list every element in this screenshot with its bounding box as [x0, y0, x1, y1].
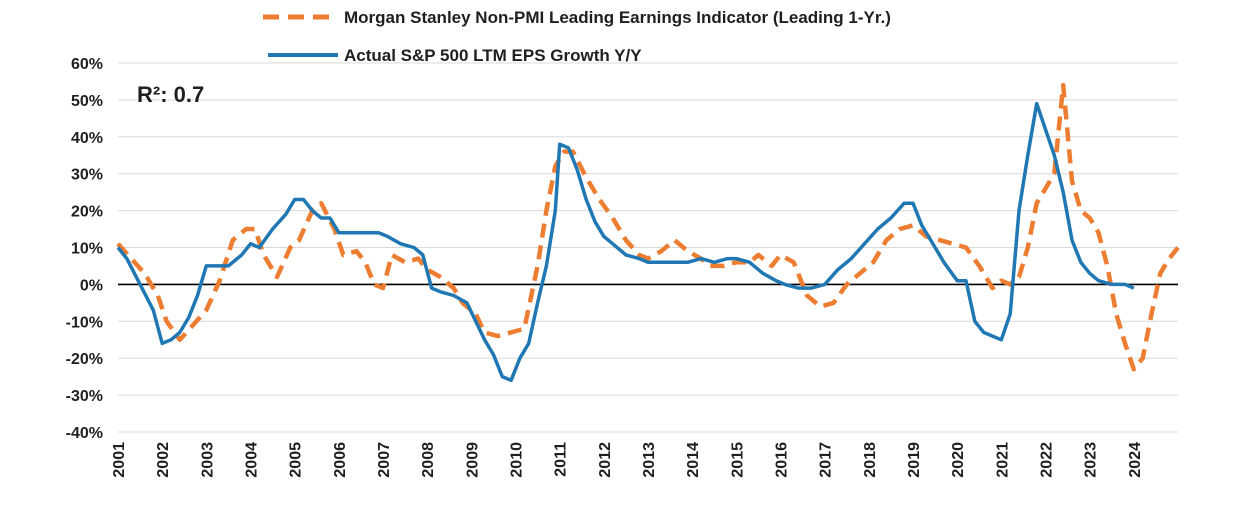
x-tick-label: 2002	[155, 442, 172, 478]
y-tick-label: 20%	[71, 204, 103, 221]
x-tick-label: 2013	[641, 442, 658, 478]
x-tick-label: 2015	[729, 442, 746, 478]
x-tick-label: 2021	[994, 442, 1011, 478]
y-tick-label: -30%	[66, 388, 103, 405]
y-tick-label: -40%	[66, 425, 103, 442]
x-tick-label: 2010	[509, 442, 526, 478]
x-tick-label: 2019	[906, 442, 923, 478]
x-tick-label: 2011	[553, 442, 570, 477]
x-tick-label: 2004	[244, 442, 261, 478]
gridlines	[118, 62, 1178, 433]
x-tick-label: 2023	[1083, 442, 1100, 478]
x-tick-label: 2006	[332, 442, 349, 478]
x-tick-label: 2009	[464, 442, 481, 478]
x-tick-label: 2017	[818, 442, 835, 478]
series-line-actual	[116, 101, 1135, 383]
y-tick-label: -20%	[66, 351, 103, 368]
x-tick-label: 2014	[685, 442, 702, 478]
series-lines	[116, 82, 1180, 383]
x-axis-tick-labels: 2001 2002 2003 2004 2005 2006 2007 2008 2009 2010…	[111, 442, 1144, 478]
series-line-indicator	[116, 82, 1180, 372]
y-tick-label: 40%	[71, 130, 103, 147]
x-tick-label: 2024	[1127, 442, 1144, 478]
y-tick-label: 0%	[80, 277, 103, 294]
x-tick-label: 2012	[597, 442, 614, 478]
x-tick-label: 2003	[199, 442, 216, 478]
y-tick-label: 30%	[71, 167, 103, 184]
legend-label-actual: Actual S&P 500 LTM EPS Growth Y/Y	[344, 46, 642, 65]
legend: Morgan Stanley Non-PMI Leading Earnings …	[263, 8, 891, 65]
y-tick-label: 10%	[71, 241, 103, 258]
x-tick-label: 2018	[862, 442, 879, 478]
r-squared-annotation: R²: 0.7	[137, 82, 204, 107]
y-tick-label: 60%	[71, 56, 103, 73]
legend-label-indicator: Morgan Stanley Non-PMI Leading Earnings …	[344, 8, 891, 27]
x-tick-label: 2022	[1039, 442, 1056, 478]
y-axis-tick-labels: -40% -30% -20% -10% 0% 10% 20% 30% 40% 50% 60%	[66, 56, 103, 442]
y-tick-label: 50%	[71, 93, 103, 110]
x-tick-label: 2020	[950, 442, 967, 478]
x-tick-label: 2007	[376, 442, 393, 478]
x-tick-label: 2016	[774, 442, 791, 478]
x-tick-label: 2001	[111, 442, 128, 478]
y-tick-label: -10%	[66, 314, 103, 331]
x-tick-label: 2008	[420, 442, 437, 478]
x-tick-label: 2005	[288, 442, 305, 478]
